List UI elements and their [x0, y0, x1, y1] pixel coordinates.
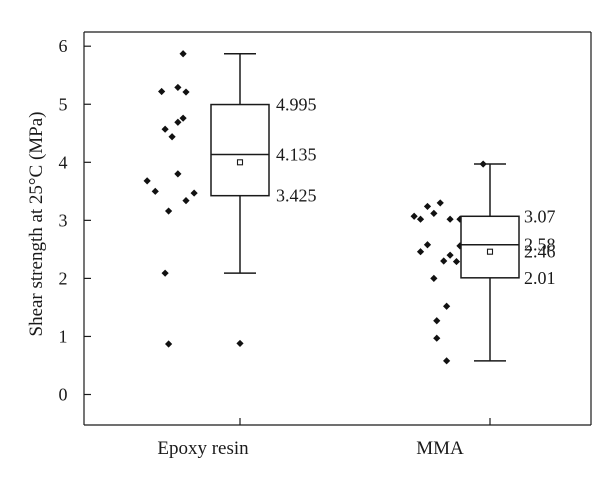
box-value-label: 4.995	[276, 95, 317, 115]
box-value-label: 2.01	[524, 268, 556, 288]
x-category-label: Epoxy resin	[157, 438, 249, 459]
data-point	[433, 334, 441, 342]
y-tick-label: 5	[59, 94, 68, 114]
data-point	[165, 207, 173, 215]
data-point	[179, 114, 187, 122]
data-point	[174, 83, 182, 92]
box-value-label: 2.46	[524, 242, 556, 262]
outlier-point	[236, 339, 244, 348]
data-point	[423, 241, 432, 249]
data-point	[433, 317, 441, 325]
plot-frame	[83, 31, 592, 426]
data-point	[423, 202, 432, 211]
y-tick-label: 2	[59, 268, 68, 288]
group-1: 3.07 2.582.46 2.01	[410, 160, 556, 365]
x-category-label: MMA	[416, 438, 464, 459]
box-value-label: 3.425	[276, 186, 317, 206]
y-tick-label: 3	[59, 210, 68, 230]
data-point	[456, 242, 464, 250]
data-point	[174, 170, 182, 178]
y-tick-label: 4	[59, 152, 68, 172]
data-point	[410, 212, 418, 220]
y-tick-label: 0	[59, 385, 68, 405]
data-point	[190, 189, 198, 197]
data-point	[168, 133, 176, 141]
y-axis: 0 1 2 3 4 5 6	[59, 36, 91, 405]
data-point	[456, 215, 464, 223]
data-point	[446, 251, 454, 259]
data-point	[165, 340, 173, 348]
data-point	[436, 199, 444, 207]
data-point	[151, 187, 159, 195]
box-value-label: 4.135	[276, 144, 317, 164]
mean-marker	[486, 248, 494, 255]
data-point	[452, 257, 461, 266]
x-axis: Epoxy resin MMA	[157, 418, 491, 459]
data-point	[416, 248, 425, 256]
data-point	[430, 209, 438, 217]
data-point	[443, 357, 451, 365]
data-point	[161, 269, 169, 277]
data-point	[143, 177, 151, 185]
data-point	[443, 302, 451, 310]
box-value-label: 3.07	[524, 206, 556, 226]
mean-marker	[236, 159, 244, 166]
data-point	[446, 215, 454, 223]
y-tick-label: 1	[59, 326, 68, 346]
box-value-label: 2.58	[524, 235, 556, 255]
data-point	[158, 87, 166, 96]
plot-area: 4.995 4.135 3.425 3.07 2.582.46 2.01	[143, 50, 556, 365]
data-point	[416, 215, 425, 223]
box-iqr	[460, 215, 520, 279]
data-point	[182, 197, 190, 205]
group-0: 4.995 4.135 3.425	[143, 50, 317, 348]
data-point	[179, 50, 187, 58]
data-point	[161, 125, 169, 133]
data-point	[174, 118, 182, 126]
data-point	[430, 274, 438, 282]
box-iqr	[210, 103, 270, 197]
data-point	[182, 88, 190, 96]
y-tick-label: 6	[59, 36, 68, 56]
data-point	[440, 257, 448, 265]
y-axis-label: Shear strength at 25°C (MPa)	[26, 111, 47, 336]
